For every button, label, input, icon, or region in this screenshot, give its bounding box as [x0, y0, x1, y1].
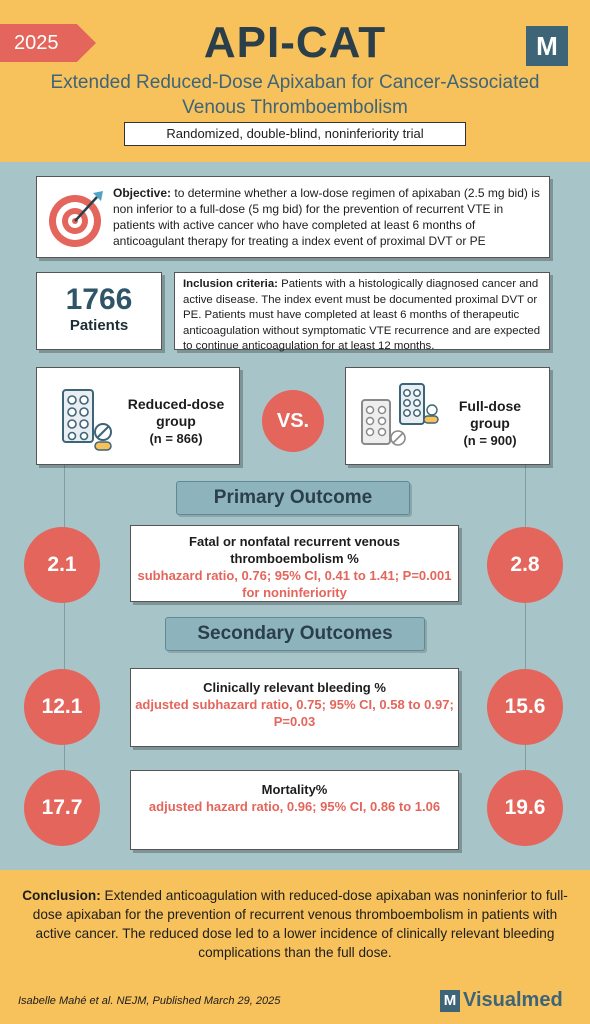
patients-card: 1766 Patients [36, 272, 162, 350]
target-icon [49, 191, 103, 247]
full-dose-group-n: (n = 900) [463, 433, 517, 448]
primary-outcome-name: Fatal or nonfatal recurrent venous throm… [189, 534, 400, 566]
year-tag: 2025 [0, 24, 96, 62]
conclusion-label: Conclusion: [22, 888, 101, 903]
bleeding-outcome-stat: adjusted subhazard ratio, 0.75; 95% CI, … [135, 697, 454, 729]
primary-outcome-stat: subhazard ratio, 0.76; 95% CI, 0.41 to 1… [137, 568, 452, 600]
inclusion-text: Inclusion criteria: Patients with a hist… [183, 277, 545, 355]
trial-design: Randomized, double-blind, noninferiority… [124, 122, 466, 146]
primary-reduced-value: 2.1 [24, 527, 100, 603]
footer: Isabelle Mahé et al. NEJM, Published Mar… [0, 980, 590, 1024]
reduced-dose-group-name: Reduced-dose group [127, 396, 225, 429]
brand-name: Visualmed [463, 989, 563, 1011]
pill-packs-icon [361, 383, 439, 446]
brand-mark-icon: M [440, 989, 460, 1012]
patients-count: 1766 [65, 283, 133, 316]
conclusion-panel: Conclusion: Extended anticoagulation wit… [0, 870, 590, 980]
reduced-dose-group-n: (n = 866) [149, 431, 203, 446]
reduced-dose-group-label: Reduced-dose group (n = 866) [121, 396, 231, 447]
mortality-outcome-name: Mortality% [261, 782, 328, 797]
bleeding-outcome-card: Clinically relevant bleeding % adjusted … [130, 668, 459, 747]
reduced-dose-group-card: Reduced-dose group (n = 866) [36, 367, 240, 465]
inclusion-body: Patients with a histologically diagnosed… [183, 278, 541, 352]
primary-outcome-title: Primary Outcome [176, 481, 410, 515]
full-dose-group-card: Full-dose group (n = 900) [345, 367, 550, 465]
citation: Isabelle Mahé et al. NEJM, Published Mar… [18, 995, 281, 1007]
mortality-outcome-stat: adjusted hazard ratio, 0.96; 95% CI, 0.8… [148, 799, 441, 814]
brand-logo[interactable]: M Visualmed [440, 989, 563, 1015]
pill-pack-icon [62, 389, 112, 451]
page-title: API-CAT [203, 18, 387, 67]
full-dose-group-label: Full-dose group (n = 900) [438, 398, 542, 449]
mortality-full-value: 19.6 [487, 770, 563, 846]
patients-label: Patients [69, 317, 129, 334]
inclusion-label: Inclusion criteria: [183, 278, 278, 290]
connector-line-left [64, 465, 65, 845]
bleeding-outcome-name: Clinically relevant bleeding % [203, 680, 386, 695]
objective-body: to determine whether a low-dose regimen … [113, 186, 540, 248]
inclusion-card: Inclusion criteria: Patients with a hist… [174, 272, 550, 352]
header: 2025 API-CAT M Extended Reduced-Dose Api… [0, 0, 590, 162]
primary-outcome-card: Fatal or nonfatal recurrent venous throm… [130, 525, 459, 602]
vs-badge: VS. [262, 390, 324, 452]
page-subtitle: Extended Reduced-Dose Apixaban for Cance… [50, 72, 540, 118]
mortality-reduced-value: 17.7 [24, 770, 100, 846]
mortality-outcome-card: Mortality% adjusted hazard ratio, 0.96; … [130, 770, 459, 850]
full-dose-group-name: Full-dose group [458, 398, 522, 431]
conclusion-text: Extended anticoagulation with reduced-do… [32, 888, 568, 960]
connector-line-right [525, 465, 526, 845]
bleeding-reduced-value: 12.1 [24, 669, 100, 745]
objective-text: Objective: to determine whether a low-do… [113, 185, 543, 249]
logo-icon: M [526, 26, 568, 66]
objective-card: Objective: to determine whether a low-do… [36, 176, 550, 258]
bleeding-full-value: 15.6 [487, 669, 563, 745]
objective-label: Objective: [113, 186, 172, 200]
secondary-outcomes-title: Secondary Outcomes [165, 617, 425, 651]
primary-full-value: 2.8 [487, 527, 563, 603]
